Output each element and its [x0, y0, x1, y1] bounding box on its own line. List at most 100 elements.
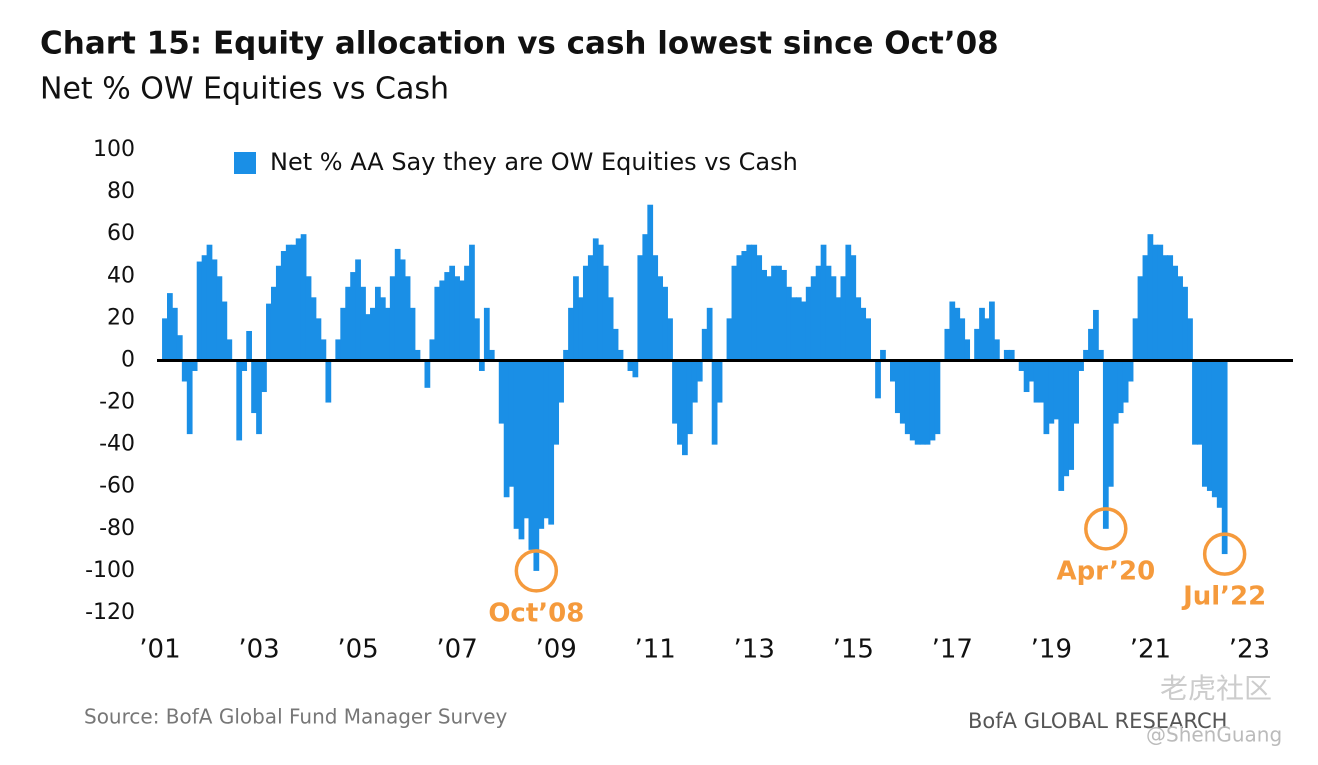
bar [553, 360, 560, 445]
bar [429, 339, 436, 361]
bar [335, 339, 342, 361]
x-tick-label: ’11 [634, 635, 675, 665]
bar [627, 360, 634, 371]
bar [558, 360, 564, 403]
bar [1063, 360, 1070, 477]
bar [266, 303, 272, 361]
bar [340, 307, 347, 361]
bar [1038, 360, 1045, 403]
plot: 100 80 60 40 20 0 -20 -40 -60 -80 -100 -120’01 ’03 ’0… [85, 137, 1293, 665]
bar [766, 276, 772, 361]
bar [1201, 360, 1208, 487]
bar [523, 360, 530, 519]
bar [305, 276, 312, 361]
bar [959, 318, 966, 361]
bar [543, 360, 550, 519]
bar [256, 360, 262, 435]
bar [587, 255, 594, 361]
bar [1053, 360, 1060, 420]
bar [449, 265, 456, 361]
bar [1112, 360, 1119, 424]
bar [894, 360, 901, 414]
bar [444, 272, 451, 361]
watermark: @ShenGuang [1146, 723, 1282, 747]
bar [582, 265, 589, 361]
bar [993, 339, 1000, 361]
bar [355, 259, 361, 361]
bar [1122, 360, 1129, 403]
bar [246, 330, 252, 361]
bar [637, 255, 644, 361]
chart-subtitle: Net % OW Equities vs Cash [40, 72, 449, 107]
bar [424, 360, 431, 388]
bar [360, 286, 366, 361]
y-tick-label: 40 [107, 263, 135, 288]
bar [518, 360, 525, 540]
bar [1206, 360, 1213, 491]
bar [538, 360, 545, 529]
bar [1058, 360, 1065, 491]
bar [394, 248, 401, 361]
bar [632, 360, 639, 378]
bar [934, 360, 941, 435]
bar [280, 251, 287, 361]
bar [404, 276, 411, 361]
bar [508, 360, 515, 487]
bar [528, 360, 535, 550]
bar [1137, 276, 1144, 361]
bar [686, 360, 693, 435]
bar [186, 360, 193, 435]
bar [399, 259, 406, 361]
bar [563, 349, 569, 361]
bar [805, 286, 812, 361]
bar [914, 360, 921, 445]
y-tick-label: -120 [85, 600, 135, 625]
bar [251, 360, 257, 414]
bar [350, 272, 356, 361]
bar [1083, 349, 1089, 361]
bar [474, 318, 480, 361]
bar [677, 360, 683, 445]
bar [414, 349, 421, 361]
annotation-label: Apr’20 [1056, 556, 1155, 586]
y-tick-label: 0 [121, 347, 135, 372]
bar [261, 360, 267, 393]
bar [300, 234, 307, 361]
bar [365, 314, 371, 361]
bar [488, 349, 495, 361]
bar [315, 318, 322, 361]
annotation-label: Jul’22 [1181, 582, 1266, 612]
bar [865, 318, 871, 361]
bar [657, 276, 664, 361]
bar [756, 255, 763, 361]
legend-label: Net % AA Say they are OW Equities vs Cas… [270, 148, 798, 176]
bar [1068, 360, 1075, 470]
bar [201, 255, 208, 361]
bar [667, 318, 673, 361]
bar [904, 360, 911, 435]
bar [221, 301, 228, 361]
bar [1023, 360, 1030, 393]
bar [1117, 360, 1124, 414]
bar [295, 238, 302, 361]
bar [568, 307, 574, 361]
bar [370, 307, 376, 361]
bar [602, 265, 609, 361]
bar [513, 360, 520, 529]
bar [211, 259, 218, 361]
bar [875, 360, 881, 399]
y-tick-label: 80 [107, 179, 135, 204]
bar [1043, 360, 1050, 435]
bar [642, 234, 649, 361]
bar [578, 297, 584, 361]
legend-swatch [234, 152, 256, 174]
bar [949, 301, 956, 361]
bar [682, 360, 688, 456]
bar [810, 276, 817, 361]
bar [1048, 360, 1055, 424]
annotation-label: Oct’08 [488, 598, 584, 628]
bar [290, 244, 297, 361]
bar [389, 276, 396, 361]
bar [459, 280, 465, 361]
bar [909, 360, 916, 441]
